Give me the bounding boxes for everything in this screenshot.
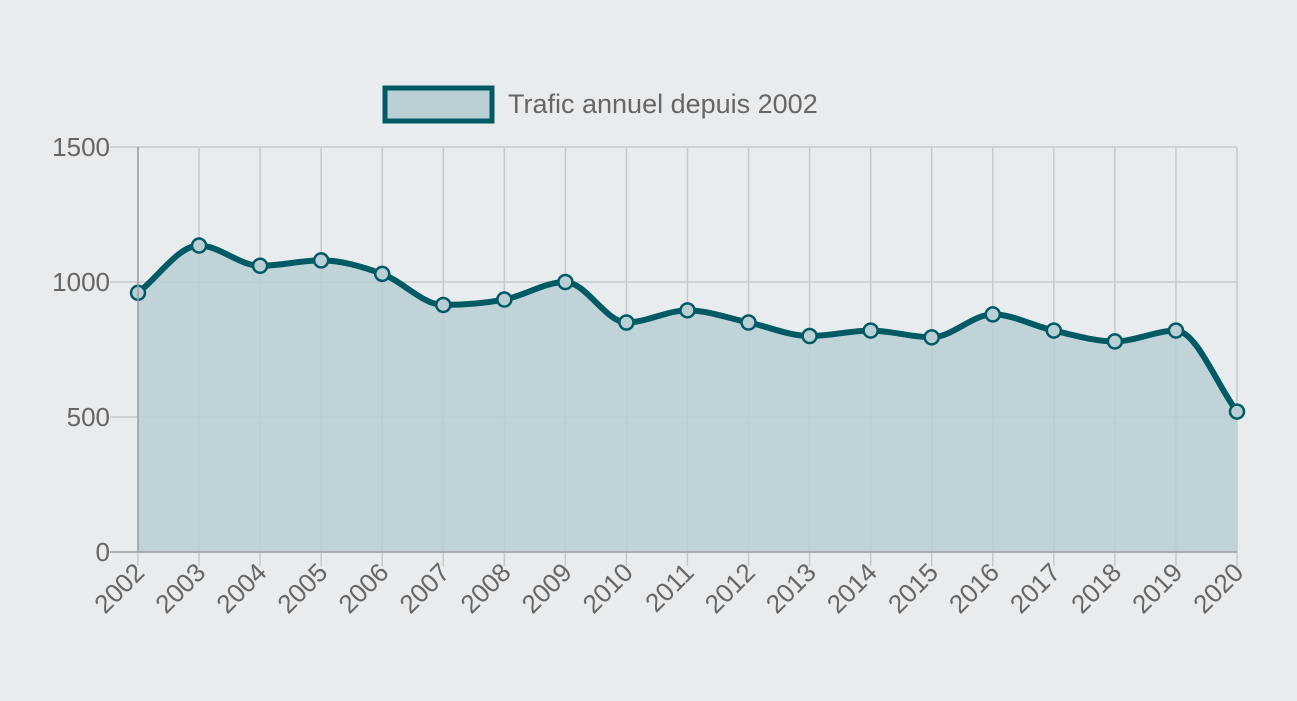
x-tick-label: 2011 xyxy=(639,557,700,618)
area-fill-layer xyxy=(138,245,1237,553)
y-tick-label: 0 xyxy=(96,537,110,567)
x-tick-label: 2008 xyxy=(454,557,516,619)
x-tick-label: 2012 xyxy=(699,557,761,619)
x-tick-label: 2003 xyxy=(149,557,211,619)
legend-label[interactable]: Trafic annuel depuis 2002 xyxy=(508,89,818,119)
data-point-2008[interactable] xyxy=(496,291,513,308)
data-point-2003[interactable] xyxy=(190,237,208,254)
data-point-2020[interactable] xyxy=(1228,403,1246,420)
data-point-2012[interactable] xyxy=(740,314,757,331)
legend[interactable]: Trafic annuel depuis 2002 xyxy=(382,85,818,124)
data-point-2010[interactable] xyxy=(618,314,635,331)
x-tick-label: 2019 xyxy=(1126,557,1188,619)
x-tick-label: 2005 xyxy=(271,557,333,619)
series-area xyxy=(138,245,1237,553)
x-tick-label: 2016 xyxy=(943,557,1005,619)
data-point-2015[interactable] xyxy=(923,329,940,346)
x-tick-label: 2010 xyxy=(577,557,639,619)
data-points-layer xyxy=(129,237,1246,420)
y-tick-label: 500 xyxy=(67,402,110,432)
data-point-2005[interactable] xyxy=(312,252,330,269)
x-tick-label: 2015 xyxy=(882,557,944,619)
x-tick-label: 2006 xyxy=(332,557,394,619)
data-point-2018[interactable] xyxy=(1106,333,1124,350)
data-point-2019[interactable] xyxy=(1167,322,1185,339)
data-point-2011[interactable] xyxy=(679,302,696,319)
x-tick-label: 2014 xyxy=(821,557,883,619)
x-tick-label: 2017 xyxy=(1004,557,1066,619)
y-axis: 0 500 1000 1500 xyxy=(52,132,139,567)
legend-swatch[interactable] xyxy=(382,85,495,124)
data-point-2007[interactable] xyxy=(435,296,452,314)
x-tick-label: 2013 xyxy=(760,557,822,619)
x-tick-label: 2009 xyxy=(516,557,578,619)
x-tick-label: 2018 xyxy=(1065,557,1127,619)
x-tick-label: 2020 xyxy=(1187,557,1249,619)
x-tick-label: 2007 xyxy=(393,557,455,619)
data-point-2009[interactable] xyxy=(557,273,574,291)
data-point-2017[interactable] xyxy=(1045,322,1063,339)
data-point-2004[interactable] xyxy=(251,257,269,275)
data-point-2013[interactable] xyxy=(801,327,818,345)
data-point-2014[interactable] xyxy=(862,322,879,339)
y-tick-label: 1500 xyxy=(52,132,110,162)
x-tick-label: 2004 xyxy=(210,557,272,619)
data-point-2016[interactable] xyxy=(984,306,1002,323)
data-point-2006[interactable] xyxy=(373,265,391,283)
y-tick-label: 1000 xyxy=(52,267,110,297)
